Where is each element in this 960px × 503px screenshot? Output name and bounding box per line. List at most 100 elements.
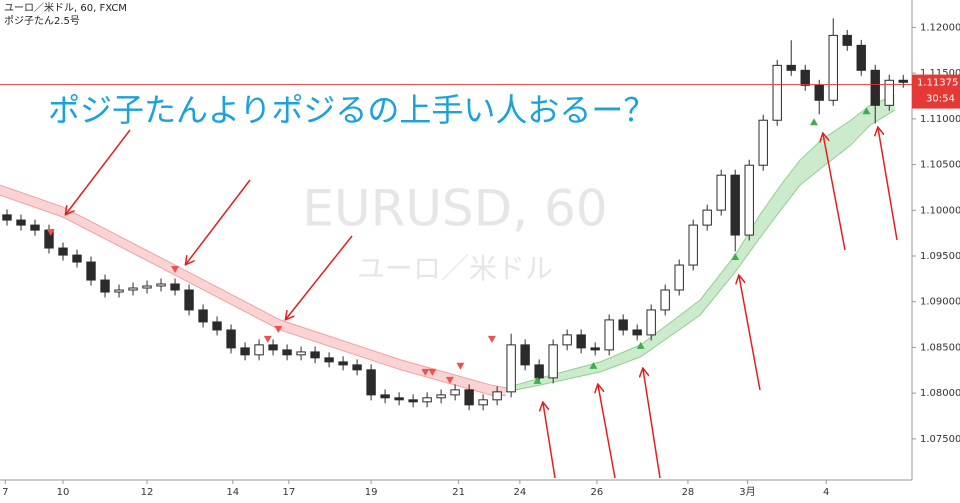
band-fill xyxy=(505,95,895,392)
arrow xyxy=(739,276,761,391)
x-tick-label: 17 xyxy=(282,487,295,498)
sell-signal xyxy=(171,265,180,273)
x-tick-label: 14 xyxy=(226,487,239,498)
candle-body xyxy=(422,397,432,403)
y-tick-label: 1.09500 xyxy=(920,251,960,262)
watermark: EURUSD, 60 xyxy=(302,180,607,238)
candle-body xyxy=(688,224,698,266)
y-tick-label: 1.08000 xyxy=(920,388,960,399)
buy-signal xyxy=(862,107,871,115)
candle-body xyxy=(86,261,96,281)
watermark-sub: ユーロ／米ドル xyxy=(357,252,553,285)
candle-body xyxy=(296,351,306,356)
candle-body xyxy=(828,34,838,101)
countdown: 30:54 xyxy=(926,94,955,105)
sell-signal xyxy=(274,325,283,333)
candle-body xyxy=(114,289,124,293)
arrow xyxy=(186,179,251,264)
candle-body xyxy=(618,319,628,331)
y-tick-label: 1.12000 xyxy=(920,22,960,33)
y-tick-label: 1.08500 xyxy=(920,342,960,353)
band-lower xyxy=(505,109,895,393)
candle-body xyxy=(674,264,684,291)
candle-body xyxy=(898,79,908,83)
candle-body xyxy=(492,391,502,401)
candle-body xyxy=(380,394,390,399)
candle-body xyxy=(716,174,726,211)
candle-body xyxy=(282,349,292,356)
x-tick-label: 10 xyxy=(57,487,70,498)
candle-body xyxy=(352,364,362,371)
buy-signal xyxy=(809,118,818,126)
y-tick-label: 1.10000 xyxy=(920,205,960,216)
candle-body xyxy=(534,364,544,379)
candle-body xyxy=(324,357,334,363)
candle-body xyxy=(576,334,586,349)
x-tick-label: 7 xyxy=(2,487,8,498)
candle-body xyxy=(758,119,768,166)
buy-signal xyxy=(731,253,740,260)
y-tick-label: 1.10500 xyxy=(920,160,960,171)
arrow xyxy=(66,129,131,214)
x-tick-label: 19 xyxy=(365,487,378,498)
candle-body xyxy=(870,69,880,106)
last-price-label: 1.11375 xyxy=(917,78,958,89)
candle-body xyxy=(128,287,138,291)
sell-signal xyxy=(445,376,454,384)
candle-body xyxy=(226,329,236,349)
x-tick-label: 4 xyxy=(823,487,829,498)
band-lower xyxy=(0,194,506,397)
sell-signal xyxy=(263,335,272,343)
buy-signal xyxy=(533,376,542,384)
candle-body xyxy=(590,347,600,351)
x-tick-label: 24 xyxy=(514,487,527,498)
candle-body xyxy=(338,361,348,366)
y-tick-label: 1.09000 xyxy=(920,297,960,308)
plot xyxy=(0,18,908,411)
y-tick-label: 1.07500 xyxy=(920,434,960,445)
sell-signal xyxy=(487,335,496,343)
arrow xyxy=(286,235,353,319)
candle-body xyxy=(562,334,572,346)
candle-body xyxy=(16,219,26,226)
x-tick-label: 26 xyxy=(591,487,604,498)
candle-body xyxy=(884,79,894,106)
arrow xyxy=(823,134,846,251)
candle-body xyxy=(240,347,250,356)
candle-body xyxy=(436,394,446,399)
candle-body xyxy=(450,389,460,396)
candle-body xyxy=(212,321,222,331)
sell-signal xyxy=(456,362,465,370)
band-upper xyxy=(0,184,506,389)
candle-body xyxy=(156,283,166,287)
candle-body xyxy=(800,69,810,86)
candle-body xyxy=(632,329,642,336)
candle-body xyxy=(30,224,40,231)
candle-body xyxy=(310,351,320,359)
candle-body xyxy=(408,399,418,403)
candle-body xyxy=(730,174,740,236)
x-tick-label: 3月 xyxy=(739,486,755,498)
header: ユーロ／米ドル, 60, FXCM xyxy=(4,1,127,14)
annotation: ポジ子たんよりポジるの上手い人おるー？ xyxy=(48,91,655,129)
candle-body xyxy=(646,309,656,336)
candle-body xyxy=(464,389,474,406)
candle-body xyxy=(856,44,866,71)
arrows xyxy=(66,128,898,479)
candle-body xyxy=(2,214,12,221)
candle-body xyxy=(142,285,152,289)
candle-body xyxy=(520,344,530,366)
candle-body xyxy=(506,344,516,393)
buy-signal xyxy=(589,361,598,369)
candle-body xyxy=(842,34,852,46)
arrow xyxy=(598,385,616,479)
candle-body xyxy=(198,309,208,323)
candle-body xyxy=(786,64,796,71)
candle-body xyxy=(772,64,782,121)
last-price-box xyxy=(912,74,960,109)
indicator-name: ポジ子たん2.5号 xyxy=(4,15,80,27)
candle-body xyxy=(100,279,110,293)
sell-signal xyxy=(428,368,437,376)
